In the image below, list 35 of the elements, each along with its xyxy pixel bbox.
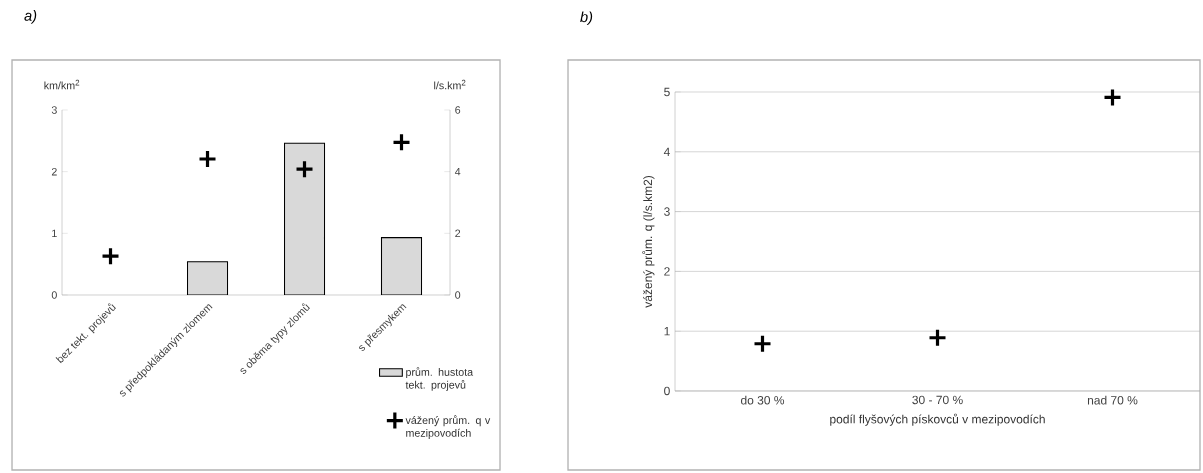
y-tick-label: 0 [51,291,57,299]
y2-axis-title: l/s.km$^{2}$ [434,79,466,90]
y2-tick-label: 2 [455,229,461,238]
point [296,161,313,178]
y-tick-label: 5 [664,87,670,97]
y2-tick-label: 4 [454,167,461,176]
y-tick-label: 4 [663,147,670,156]
legend-label: prům. hustota tekt. projevů [405,367,474,391]
point [754,335,771,352]
y-axis-title: km/km$^{2}$ [44,79,80,90]
point [199,151,216,168]
x-tick-label: 30 - 70 % [912,395,963,405]
y-tick-label: 2 [51,167,57,176]
y-tick-label: 1 [664,327,670,336]
chart-title: b) [580,11,593,26]
y2-tick-label: 0 [455,291,461,299]
point [102,248,119,265]
legend-label: vážený prům. q v mezipovodích [405,415,491,439]
x-axis-title: podíl flyšových pískovců v mezipovodích [830,413,1045,426]
point [1104,89,1121,106]
y-tick-label: 2 [664,267,670,276]
y-axis-title: vážený prům. q (l/s.km2) [642,176,655,308]
y-tick-label: 3 [664,207,670,216]
y-tick-label: 3 [51,106,57,114]
bar [283,142,326,295]
x-tick-label: nad 70 % [1087,395,1138,405]
y-tick-label: 1 [52,229,57,237]
point [393,134,410,151]
y2-tick-label: 6 [455,106,461,114]
x-tick-label: do 30 % [740,395,785,405]
bar [186,261,229,295]
point [929,329,946,346]
chart-title: a) [24,10,37,24]
bar [380,237,423,295]
y-tick-label: 0 [664,386,670,396]
